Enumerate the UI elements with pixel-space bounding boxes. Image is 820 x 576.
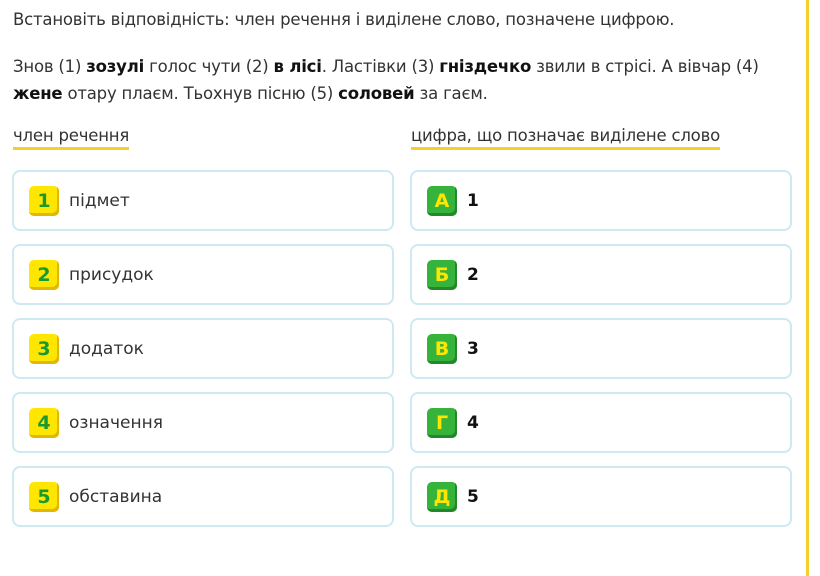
text-fragment: звили в стрісі. А вівчар (4) [531,57,759,76]
left-option-card[interactable]: 1 підмет [12,170,394,231]
left-column-header: член речення [13,126,129,150]
left-option-card[interactable]: 3 додаток [12,318,394,379]
highlighted-word: гніздечко [439,57,532,76]
right-column-header: цифра, що позначає виділене слово [411,126,720,150]
highlighted-word: соловей [338,84,415,103]
sentence-member-label: означення [69,412,163,433]
number-badge: 5 [29,481,59,512]
text-fragment: . Ластівки (3) [321,57,440,76]
left-option-card[interactable]: 5 обставина [12,466,394,527]
text-fragment: за гаєм. [414,84,488,103]
text-fragment: отару плаєм. Тьохнув пісню (5) [62,84,339,103]
digit-label: 2 [467,264,479,285]
text-fragment: голос чути (2) [144,57,274,76]
digit-label: 1 [467,190,479,211]
digit-label: 4 [467,412,479,433]
letter-badge: Г [427,407,457,438]
letter-badge: Б [427,259,457,290]
highlighted-word: жене [13,84,63,103]
letter-badge: А [427,185,457,216]
text-fragment: Знов (1) [13,57,87,76]
number-badge: 2 [29,259,59,290]
letter-badge: Д [427,481,457,512]
letter-badge: В [427,333,457,364]
task-text: Знов (1) зозулі голос чути (2) в лісі. Л… [13,53,793,107]
sentence-member-label: присудок [69,264,154,285]
sentence-member-label: додаток [69,338,144,359]
sentence-member-label: обставина [69,486,163,507]
highlighted-word: в лісі [273,57,322,76]
digit-label: 3 [467,338,479,359]
left-option-card[interactable]: 2 присудок [12,244,394,305]
yellow-divider [806,0,809,576]
number-badge: 4 [29,407,59,438]
number-badge: 1 [29,185,59,216]
left-option-card[interactable]: 4 означення [12,392,394,453]
sentence-member-label: підмет [69,190,130,211]
digit-label: 5 [467,486,479,507]
task-instruction: Встановіть відповідність: член речення і… [13,10,675,29]
highlighted-word: зозулі [86,57,145,76]
number-badge: 3 [29,333,59,364]
